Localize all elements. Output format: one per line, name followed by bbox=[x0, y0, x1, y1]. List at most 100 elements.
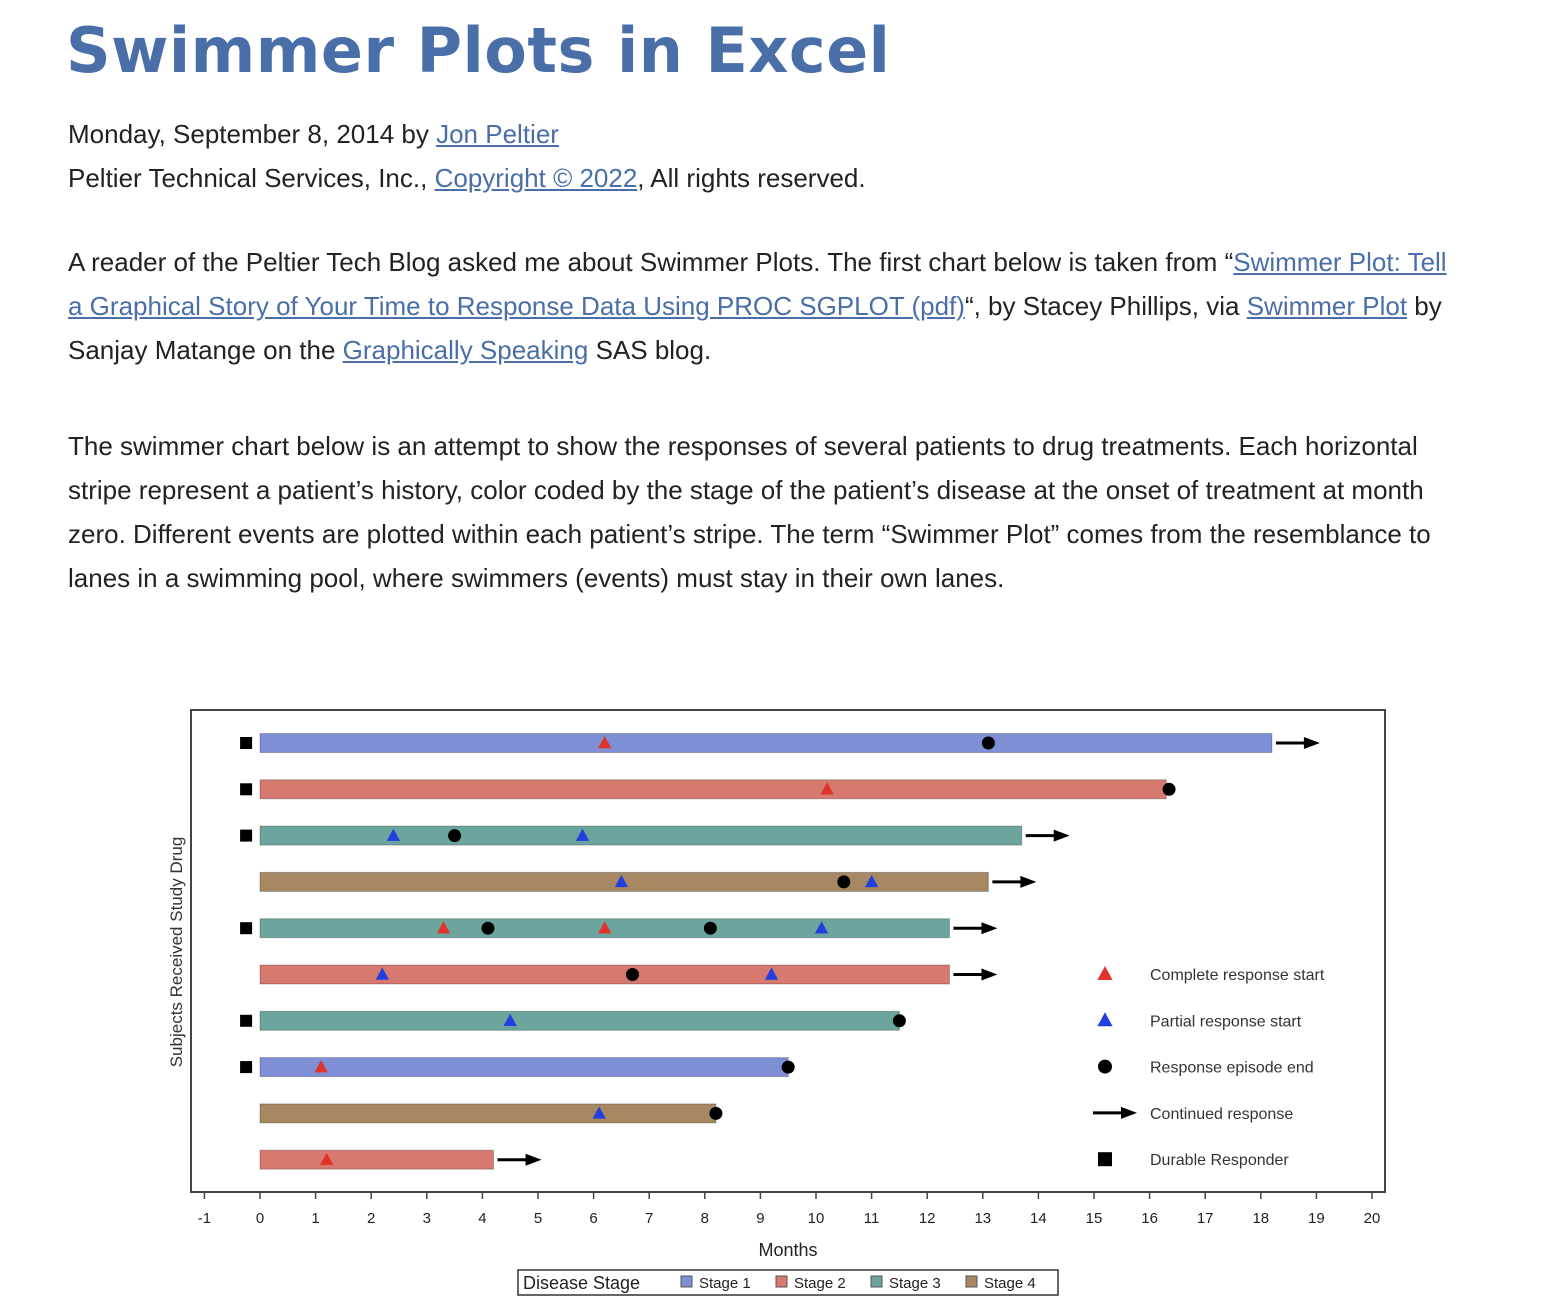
continued-response-arrow-head bbox=[525, 1153, 542, 1166]
event-legend-label: Durable Responder bbox=[1150, 1152, 1289, 1169]
response-end-marker bbox=[892, 1014, 906, 1028]
partial-response-marker bbox=[375, 967, 389, 980]
stage-legend-title: Disease Stage bbox=[523, 1273, 640, 1293]
event-legend-label: Partial response start bbox=[1150, 1013, 1302, 1030]
copyright-link[interactable]: Copyright © 2022 bbox=[434, 163, 638, 193]
durable-responder-marker bbox=[240, 1061, 253, 1074]
complete-response-marker bbox=[598, 921, 612, 934]
stage-legend-swatch bbox=[870, 1275, 883, 1288]
x-tick-label: 13 bbox=[974, 1210, 991, 1227]
x-tick-label: 2 bbox=[367, 1210, 375, 1227]
continued-response-arrow-head bbox=[1053, 829, 1070, 842]
x-tick-label: 11 bbox=[864, 1210, 880, 1227]
intro-paragraph: A reader of the Peltier Tech Blog asked … bbox=[68, 240, 1468, 372]
response-end-marker bbox=[481, 921, 495, 935]
x-tick-label: 18 bbox=[1252, 1210, 1269, 1227]
copyright-prefix: Peltier Technical Services, Inc., bbox=[68, 163, 435, 193]
description-paragraph: The swimmer chart below is an attempt to… bbox=[68, 431, 1431, 593]
stage-legend-label: Stage 1 bbox=[699, 1275, 751, 1292]
partial-response-marker bbox=[592, 1106, 606, 1119]
x-tick-label: 14 bbox=[1030, 1210, 1047, 1227]
x-tick-label: 12 bbox=[919, 1210, 936, 1227]
response-end-marker bbox=[781, 1060, 795, 1074]
swimmer-chart: -1 0 1 2 3 4 5 6 7 8 9 10 11 12 13 14 15 16 17 18 19 20 Month… bbox=[167, 709, 1386, 1296]
response-end-marker bbox=[981, 736, 995, 750]
continued-response-arrow-head bbox=[981, 968, 998, 981]
copyright-suffix: , All rights reserved. bbox=[637, 163, 866, 193]
x-tick-label: 17 bbox=[1197, 1210, 1214, 1227]
partial-response-marker bbox=[614, 874, 629, 888]
subject-bar bbox=[259, 1057, 789, 1078]
intro-text-4: SAS blog. bbox=[588, 335, 712, 365]
x-axis: -1 0 1 2 3 4 5 6 7 8 9 10 11 12 13 14 15 16 17 18 19 20 bbox=[198, 1192, 1381, 1227]
partial-response-marker bbox=[386, 828, 401, 841]
subject-bar bbox=[259, 1149, 495, 1170]
subject-bar bbox=[259, 733, 1273, 753]
x-tick-label: 8 bbox=[701, 1210, 709, 1227]
stage-legend: Disease Stage Stage 1 Stage 2 Stage 3 Stage… bbox=[517, 1269, 1059, 1296]
x-axis-label: Months bbox=[758, 1240, 817, 1260]
x-tick-label: 1 bbox=[311, 1210, 319, 1227]
response-end-marker bbox=[626, 968, 640, 981]
x-tick-label: 9 bbox=[756, 1210, 764, 1227]
continued-response-arrow-head bbox=[981, 922, 998, 935]
event-legend-label: Response episode end bbox=[1150, 1060, 1314, 1077]
y-axis-label: Subjects Received Study Drug bbox=[167, 837, 186, 1068]
response-end-legend-marker bbox=[1098, 1059, 1112, 1074]
event-markers bbox=[240, 736, 1320, 1166]
article-meta: Monday, September 8, 2014 by Jon Peltier… bbox=[68, 112, 866, 200]
stage-legend-label: Stage 3 bbox=[889, 1275, 941, 1292]
copyright-line: Peltier Technical Services, Inc., Copyri… bbox=[68, 156, 866, 200]
event-legend-label: Complete response start bbox=[1150, 967, 1325, 984]
event-legend-label: Continued response bbox=[1150, 1106, 1293, 1123]
subject-bar bbox=[259, 964, 950, 985]
complete-response-marker bbox=[320, 1152, 334, 1165]
pdf-paper-link[interactable]: Swimmer Plot: Tell a Graphical Story of … bbox=[68, 247, 1447, 321]
byline-by: by bbox=[394, 119, 437, 149]
complete-response-legend-marker bbox=[1097, 966, 1113, 980]
complete-response-marker bbox=[598, 736, 612, 749]
response-end-marker bbox=[709, 1106, 723, 1120]
subject-bar bbox=[259, 779, 1167, 800]
response-end-marker bbox=[1162, 782, 1176, 796]
swimmer-plot-link[interactable]: Swimmer Plot bbox=[1246, 291, 1408, 321]
continued-response-arrow-head bbox=[1303, 737, 1320, 749]
durable-responder-marker bbox=[240, 922, 253, 935]
stage-legend-swatch bbox=[775, 1275, 788, 1288]
x-tick-label: 4 bbox=[478, 1210, 486, 1227]
durable-responder-marker bbox=[240, 1014, 253, 1027]
durable-responder-marker bbox=[240, 829, 253, 842]
stage-legend-swatch bbox=[965, 1275, 978, 1288]
x-tick-label: 3 bbox=[423, 1210, 431, 1227]
x-tick-label: 19 bbox=[1308, 1210, 1325, 1227]
subject-bar bbox=[259, 1103, 717, 1124]
author-link[interactable]: Jon Peltier bbox=[436, 119, 559, 149]
x-tick-label: 5 bbox=[534, 1210, 542, 1227]
x-tick-label: 7 bbox=[645, 1210, 653, 1227]
complete-response-marker bbox=[436, 921, 451, 934]
article-title: Swimmer Plots in Excel bbox=[66, 14, 891, 87]
response-end-marker bbox=[703, 921, 717, 935]
partial-response-marker bbox=[864, 874, 879, 888]
x-tick-label: 0 bbox=[256, 1210, 264, 1227]
intro-text-2: “, by Stacey Phillips, via bbox=[964, 291, 1247, 321]
x-tick-label: 20 bbox=[1364, 1210, 1381, 1227]
partial-response-marker bbox=[575, 828, 590, 841]
durable-responder-marker bbox=[240, 783, 253, 796]
stage-legend-label: Stage 2 bbox=[794, 1275, 846, 1292]
partial-response-marker bbox=[503, 1013, 517, 1027]
partial-response-marker bbox=[814, 921, 829, 934]
x-tick-label: 10 bbox=[808, 1210, 825, 1227]
response-end-marker bbox=[448, 829, 462, 843]
intro-text-1: A reader of the Peltier Tech Blog asked … bbox=[68, 247, 1234, 277]
intro-text-3: by Sanjay Matange on the bbox=[68, 291, 1442, 365]
graphically-speaking-link[interactable]: Graphically Speaking bbox=[342, 335, 589, 365]
durable-responder-marker bbox=[240, 737, 253, 749]
x-tick-label: 6 bbox=[589, 1210, 597, 1227]
partial-response-marker bbox=[764, 967, 779, 980]
x-tick-label: -1 bbox=[198, 1210, 211, 1227]
post-date: Monday, September 8, 2014 bbox=[68, 119, 395, 149]
x-tick-label: 16 bbox=[1141, 1210, 1158, 1227]
complete-response-marker bbox=[820, 782, 834, 795]
complete-response-marker bbox=[314, 1060, 328, 1073]
